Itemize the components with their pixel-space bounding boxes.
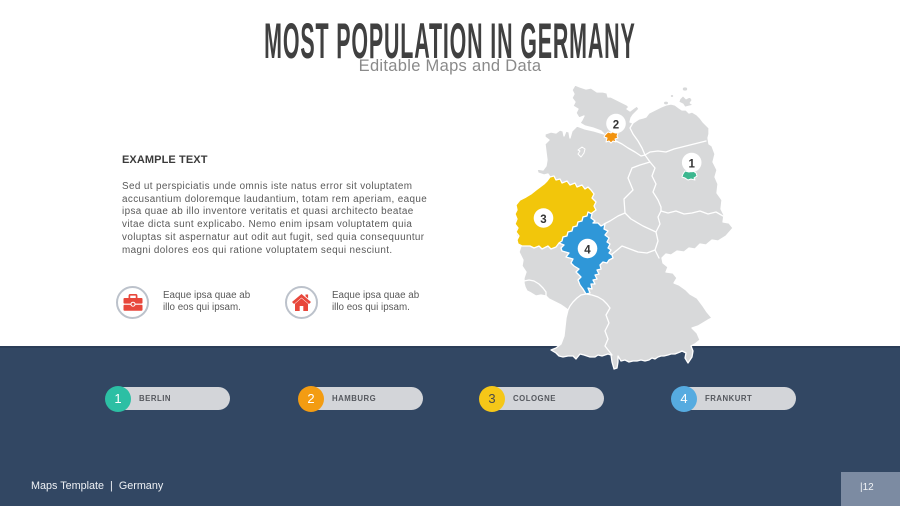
svg-text:1: 1 (688, 159, 695, 171)
svg-text:3: 3 (540, 214, 546, 226)
svg-text:2: 2 (613, 120, 619, 132)
svg-text:4: 4 (584, 245, 591, 257)
